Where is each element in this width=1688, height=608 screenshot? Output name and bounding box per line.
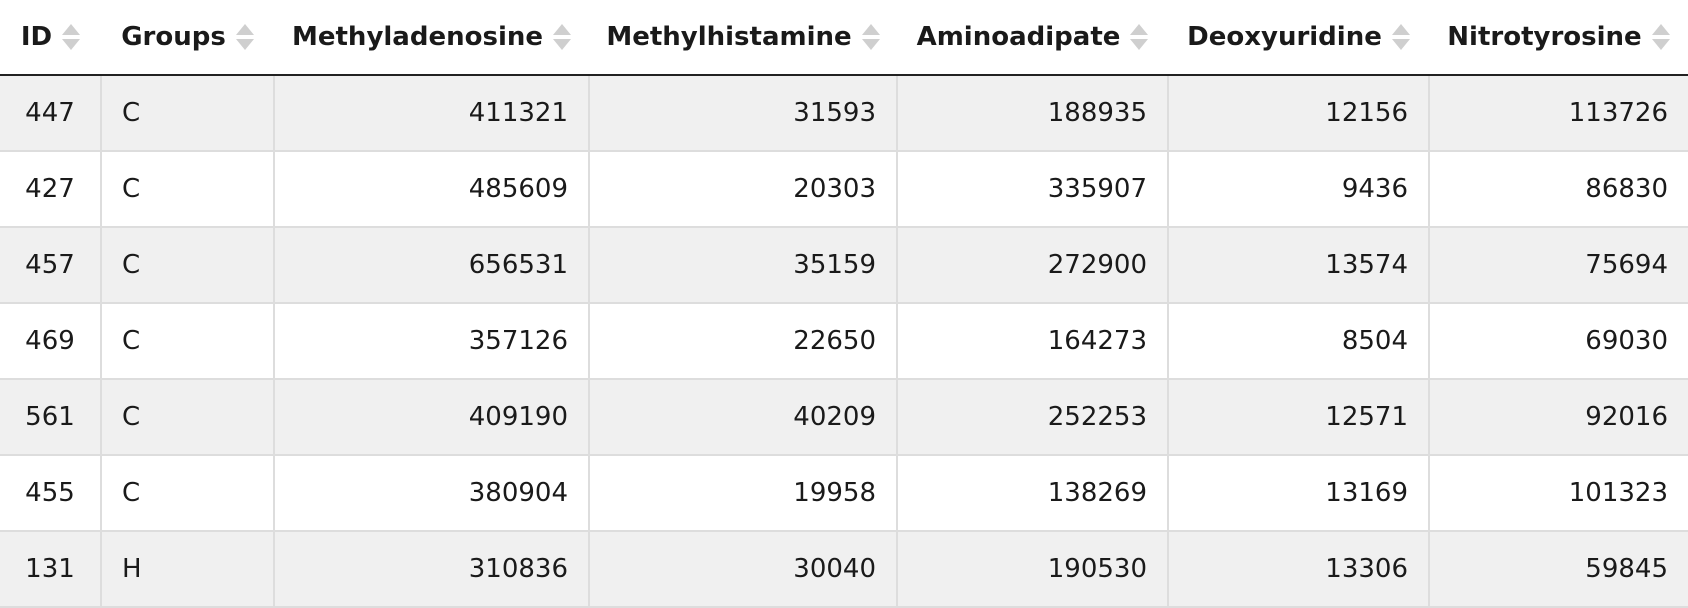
sort-icon[interactable] bbox=[861, 24, 880, 50]
column-header-label: Aminoadipate bbox=[916, 22, 1121, 52]
sort-icon[interactable] bbox=[235, 24, 254, 50]
cell-deoxyuridine: 13574 bbox=[1168, 227, 1430, 304]
cell-id: 447 bbox=[0, 75, 102, 152]
cell-id: 469 bbox=[0, 303, 102, 380]
cell-nitrotyrosine: 101323 bbox=[1429, 455, 1688, 532]
cell-deoxyuridine: 12571 bbox=[1168, 379, 1430, 456]
sort-icon[interactable] bbox=[553, 24, 571, 50]
column-header-id[interactable]: ID bbox=[0, 0, 101, 76]
cell-methyladenosine: 310836 bbox=[274, 531, 590, 608]
column-header-label: Deoxyuridine bbox=[1187, 22, 1382, 52]
column-header-label: Methylhistamine bbox=[606, 22, 852, 52]
cell-deoxyuridine: 8504 bbox=[1168, 303, 1430, 380]
cell-methyladenosine: 409190 bbox=[274, 379, 590, 456]
cell-methyladenosine: 485609 bbox=[274, 151, 590, 228]
cell-deoxyuridine: 13306 bbox=[1168, 531, 1430, 608]
sort-icon[interactable] bbox=[1651, 24, 1670, 50]
cell-nitrotyrosine: 75694 bbox=[1429, 227, 1688, 304]
cell-group: C bbox=[101, 379, 275, 456]
sort-icon[interactable] bbox=[62, 24, 81, 50]
column-header-deoxyuridine[interactable]: Deoxyuridine bbox=[1168, 0, 1429, 76]
cell-id: 561 bbox=[0, 379, 102, 456]
cell-methylhistamine: 22650 bbox=[589, 303, 898, 380]
cell-id: 455 bbox=[0, 455, 102, 532]
sort-icon[interactable] bbox=[1391, 24, 1410, 50]
cell-deoxyuridine: 13169 bbox=[1168, 455, 1430, 532]
cell-nitrotyrosine: 59845 bbox=[1429, 531, 1688, 608]
table-row[interactable]: 457 C 656531 35159 272900 13574 75694 bbox=[0, 227, 1688, 304]
table-row[interactable]: 561 C 409190 40209 252253 12571 92016 bbox=[0, 379, 1688, 456]
cell-methylhistamine: 31593 bbox=[589, 75, 898, 152]
cell-aminoadipate: 252253 bbox=[897, 379, 1169, 456]
column-header-methylhistamine[interactable]: Methylhistamine bbox=[589, 0, 897, 76]
cell-methyladenosine: 380904 bbox=[274, 455, 590, 532]
cell-aminoadipate: 335907 bbox=[897, 151, 1169, 228]
column-header-label: Groups bbox=[121, 22, 226, 52]
cell-group: C bbox=[101, 227, 275, 304]
cell-id: 457 bbox=[0, 227, 102, 304]
cell-methylhistamine: 19958 bbox=[589, 455, 898, 532]
cell-nitrotyrosine: 92016 bbox=[1429, 379, 1688, 456]
table-row[interactable]: 131 H 310836 30040 190530 13306 59845 bbox=[0, 531, 1688, 608]
cell-methylhistamine: 30040 bbox=[589, 531, 898, 608]
cell-methylhistamine: 35159 bbox=[589, 227, 898, 304]
cell-aminoadipate: 164273 bbox=[897, 303, 1169, 380]
cell-group: C bbox=[101, 151, 275, 228]
cell-deoxyuridine: 12156 bbox=[1168, 75, 1430, 152]
cell-aminoadipate: 138269 bbox=[897, 455, 1169, 532]
cell-nitrotyrosine: 86830 bbox=[1429, 151, 1688, 228]
cell-deoxyuridine: 9436 bbox=[1168, 151, 1430, 228]
cell-group: C bbox=[101, 303, 275, 380]
column-header-methyladenosine[interactable]: Methyladenosine bbox=[274, 0, 589, 76]
table-row[interactable]: 427 C 485609 20303 335907 9436 86830 bbox=[0, 151, 1688, 228]
sort-icon[interactable] bbox=[1130, 24, 1149, 50]
column-header-label: Methyladenosine bbox=[292, 22, 543, 52]
header-row: ID Groups Methyladenosine Methylhistamin… bbox=[0, 0, 1688, 76]
cell-aminoadipate: 188935 bbox=[897, 75, 1169, 152]
cell-nitrotyrosine: 113726 bbox=[1429, 75, 1688, 152]
column-header-aminoadipate[interactable]: Aminoadipate bbox=[897, 0, 1168, 76]
column-header-label: ID bbox=[20, 22, 53, 52]
cell-methyladenosine: 357126 bbox=[274, 303, 590, 380]
cell-methyladenosine: 411321 bbox=[274, 75, 590, 152]
cell-methyladenosine: 656531 bbox=[274, 227, 590, 304]
cell-id: 427 bbox=[0, 151, 102, 228]
cell-methylhistamine: 40209 bbox=[589, 379, 898, 456]
cell-group: C bbox=[101, 75, 275, 152]
cell-aminoadipate: 272900 bbox=[897, 227, 1169, 304]
table-row[interactable]: 455 C 380904 19958 138269 13169 101323 bbox=[0, 455, 1688, 532]
cell-group: H bbox=[101, 531, 275, 608]
column-header-nitrotyrosine[interactable]: Nitrotyrosine bbox=[1429, 0, 1688, 76]
cell-methylhistamine: 20303 bbox=[589, 151, 898, 228]
cell-group: C bbox=[101, 455, 275, 532]
cell-nitrotyrosine: 69030 bbox=[1429, 303, 1688, 380]
cell-id: 131 bbox=[0, 531, 102, 608]
column-header-groups[interactable]: Groups bbox=[101, 0, 274, 76]
table-row[interactable]: 447 C 411321 31593 188935 12156 113726 bbox=[0, 75, 1688, 152]
cell-aminoadipate: 190530 bbox=[897, 531, 1169, 608]
table-row[interactable]: 469 C 357126 22650 164273 8504 69030 bbox=[0, 303, 1688, 380]
column-header-label: Nitrotyrosine bbox=[1447, 22, 1642, 52]
